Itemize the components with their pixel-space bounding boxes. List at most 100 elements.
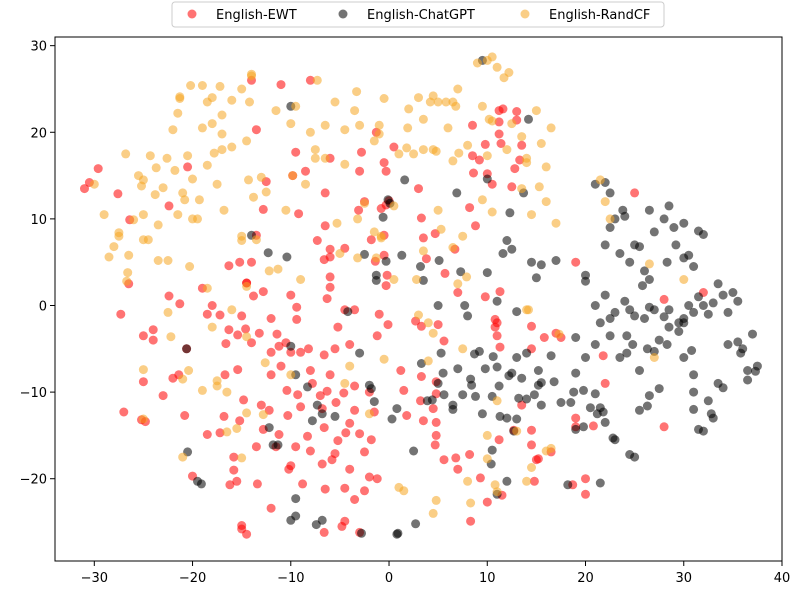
data-point — [353, 253, 363, 263]
x-tick-label: −20 — [179, 571, 206, 586]
data-point — [93, 164, 103, 174]
data-point — [251, 125, 261, 135]
data-point — [743, 375, 753, 385]
data-point — [517, 373, 527, 383]
data-point — [271, 106, 281, 116]
data-point — [595, 478, 605, 488]
data-point — [312, 400, 322, 410]
data-point — [331, 398, 341, 407]
data-point — [264, 423, 274, 433]
data-point — [482, 151, 492, 161]
data-point — [430, 440, 440, 450]
data-point — [448, 156, 458, 166]
data-point — [209, 148, 219, 158]
data-point — [642, 401, 652, 411]
data-point — [183, 151, 193, 161]
data-point — [249, 291, 258, 301]
data-point — [138, 414, 148, 424]
data-point — [303, 431, 312, 441]
y-tick-label: 20 — [30, 126, 47, 141]
data-point — [482, 268, 492, 278]
data-point — [227, 142, 237, 152]
data-point — [303, 382, 312, 392]
data-point — [258, 410, 268, 420]
data-point — [266, 503, 276, 513]
data-point — [480, 292, 490, 302]
data-point — [679, 314, 689, 323]
data-point — [355, 120, 365, 130]
series-english-chatgpt — [182, 55, 762, 539]
data-point — [122, 276, 132, 286]
data-point — [423, 356, 433, 366]
data-point — [451, 101, 461, 111]
data-point — [458, 344, 468, 354]
data-point — [605, 314, 615, 323]
data-point — [325, 282, 335, 292]
data-point — [143, 235, 153, 245]
data-point — [527, 257, 536, 267]
data-point — [272, 329, 282, 339]
data-point — [376, 233, 386, 243]
data-point — [600, 290, 610, 300]
data-point — [496, 139, 506, 148]
data-point — [197, 123, 207, 133]
data-point — [296, 347, 306, 357]
data-point — [428, 508, 438, 518]
data-point — [414, 184, 423, 194]
data-point — [659, 214, 669, 224]
data-point — [474, 155, 484, 165]
data-point — [322, 386, 332, 396]
data-point — [536, 378, 546, 388]
data-point — [148, 335, 158, 345]
data-point — [453, 84, 463, 94]
data-point — [232, 476, 242, 486]
legend-marker — [520, 9, 530, 19]
data-point — [282, 385, 292, 395]
data-point — [266, 347, 276, 357]
data-point — [472, 58, 482, 68]
data-point — [227, 305, 237, 315]
data-point — [374, 120, 384, 130]
data-point — [219, 205, 229, 215]
data-point — [480, 139, 490, 149]
data-point — [330, 344, 340, 354]
data-point — [245, 97, 254, 107]
data-point — [434, 256, 444, 265]
data-point — [723, 340, 733, 349]
data-point — [474, 346, 484, 356]
data-point — [256, 172, 266, 182]
data-point — [180, 411, 190, 420]
data-point — [168, 125, 178, 135]
data-point — [649, 353, 659, 362]
data-point — [163, 307, 173, 317]
legend-item: English-RandCF — [520, 8, 650, 23]
data-point — [498, 104, 508, 114]
data-point — [355, 166, 365, 176]
data-point — [728, 288, 738, 297]
data-point — [258, 204, 268, 214]
data-point — [581, 489, 590, 499]
data-point — [541, 197, 551, 207]
y-tick-label: 30 — [30, 40, 47, 55]
data-point — [431, 417, 441, 427]
data-point — [360, 249, 369, 259]
data-point — [332, 218, 342, 228]
data-point — [438, 368, 448, 378]
data-point — [320, 221, 330, 231]
data-point — [382, 270, 392, 280]
data-point — [463, 311, 473, 321]
legend-marker — [187, 9, 197, 19]
data-point — [644, 259, 654, 269]
data-point — [448, 243, 458, 252]
data-point — [175, 92, 185, 102]
data-point — [549, 377, 559, 387]
data-point — [492, 296, 502, 306]
data-point — [158, 391, 168, 401]
data-point — [242, 332, 252, 342]
data-point — [502, 413, 512, 423]
data-point — [679, 353, 689, 362]
data-point — [698, 301, 708, 310]
x-tick-label: 10 — [479, 571, 496, 586]
data-point — [659, 294, 669, 304]
data-point — [319, 350, 329, 360]
